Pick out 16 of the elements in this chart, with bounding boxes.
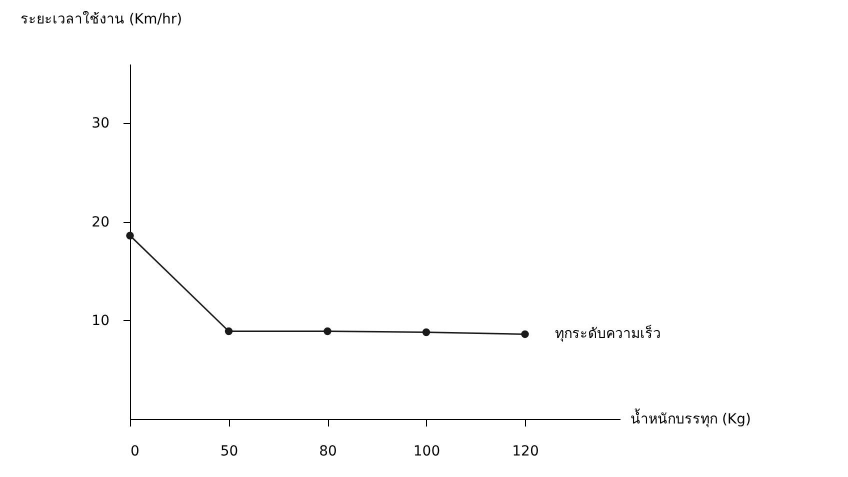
point (126, 232, 134, 240)
series-label: ทุกระดับความเร็ว (555, 324, 661, 342)
point (224, 327, 233, 336)
point (521, 330, 529, 338)
y-tick-label: 30 (92, 116, 110, 132)
y-axis-title: ระยะเวลาใช้งาน (Km/hr) (20, 10, 182, 28)
x-axis-title: น้ำหนักบรรทุก (Kg) (630, 408, 751, 428)
x-tick-label: 120 (512, 444, 539, 460)
x-tick-label: 100 (413, 444, 440, 460)
x-tick-label: 0 (130, 444, 140, 460)
y-tick-label: 10 (92, 312, 110, 329)
point (324, 327, 332, 336)
point (422, 328, 430, 336)
x-tick-label: 80 (319, 444, 337, 460)
y-tick-label: 20 (92, 214, 110, 230)
x-tick-label: 50 (220, 444, 238, 460)
